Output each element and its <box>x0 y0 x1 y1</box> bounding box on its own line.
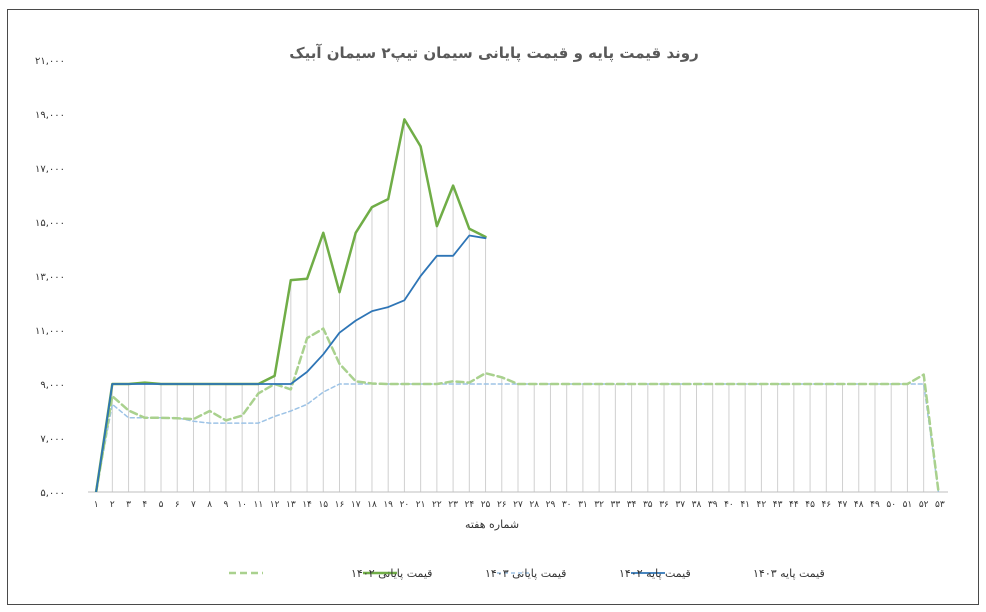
legend-label-3: قیمت پایه ۱۴۰۲ <box>619 567 691 580</box>
x-tick-label: ۴۱ <box>740 500 750 510</box>
y-tick-label: ۹,۰۰۰ <box>40 380 65 391</box>
x-tick-label: ۴۸ <box>854 500 864 510</box>
x-tick-label: ۱۵ <box>318 500 328 510</box>
line-chart: روند قیمت پایه و قیمت پایانی سیمان تیپ۲ … <box>35 44 948 580</box>
y-axis: ۵,۰۰۰ ۷,۰۰۰ ۹,۰۰۰ ۱۱,۰۰۰ ۱۳,۰۰۰ ۱۵,۰۰۰ ۱۷,۰۰۰ ۱… <box>35 56 65 499</box>
series-line-4 <box>95 234 487 492</box>
y-tick-label: ۱۵,۰۰۰ <box>35 218 65 229</box>
x-tick-label: ۱۸ <box>367 500 377 510</box>
x-tick-label: ۳۹ <box>708 500 718 510</box>
x-tick-label: ۱۷ <box>351 500 361 510</box>
y-tick-label: ۱۷,۰۰۰ <box>35 164 65 175</box>
chart-title: روند قیمت پایه و قیمت پایانی سیمان تیپ۲ … <box>289 44 698 63</box>
x-tick-label: ۳ <box>126 500 131 510</box>
x-tick-label: ۵۱ <box>903 500 913 510</box>
legend-label-4: قیمت پایه ۱۴۰۳ <box>753 567 825 580</box>
y-tick-label: ۱۳,۰۰۰ <box>35 272 65 283</box>
x-tick-label: ۱۳ <box>286 500 296 510</box>
x-tick-label: ۴۷ <box>838 500 848 510</box>
x-tick-label: ۲۴ <box>464 500 474 510</box>
x-tick-label: ۵ <box>159 500 164 510</box>
x-tick-label: ۴۴ <box>789 500 799 510</box>
x-tick-label: ۵۲ <box>919 500 929 510</box>
x-tick-label: ۱ <box>94 500 99 510</box>
x-tick-label: ۲۲ <box>432 500 442 510</box>
legend: قیمت پایه ۱۴۰۳ قیمت پایه ۱۴۰۲ قیمت پایانی … <box>229 567 825 580</box>
x-tick-label: ۲۰ <box>400 500 410 510</box>
legend-label-1: قیمت پایانی ۱۴۰۲ <box>351 567 432 580</box>
x-tick-label: ۴۹ <box>870 500 880 510</box>
series-lines <box>94 118 940 492</box>
x-tick-label: ۳۲ <box>594 500 604 510</box>
x-tick-label: ۴۲ <box>757 500 767 510</box>
x-axis-label: شماره هفته <box>465 518 519 531</box>
vertical-grid <box>111 119 925 492</box>
x-tick-label: ۳۶ <box>659 500 669 510</box>
x-tick-label: ۳۴ <box>627 500 637 510</box>
x-tick-label: ۳۳ <box>611 500 621 510</box>
legend-label-2: قیمت پایانی ۱۴۰۳ <box>485 567 566 580</box>
x-tick-label: ۱۱ <box>254 500 264 510</box>
y-tick-label: ۱۹,۰۰۰ <box>35 110 65 121</box>
x-tick-label: ۲۱ <box>416 500 426 510</box>
x-tick-label: ۲۹ <box>546 500 556 510</box>
y-tick-label: ۵,۰۰۰ <box>40 488 65 499</box>
x-tick-label: ۳۵ <box>643 500 653 510</box>
x-tick-label: ۸ <box>207 500 212 510</box>
x-tick-label: ۱۰ <box>237 500 247 510</box>
x-tick-label: ۱۶ <box>335 500 345 510</box>
x-tick-label: ۲۵ <box>481 500 491 510</box>
x-tick-label: ۴۵ <box>805 500 815 510</box>
series-line-1 <box>94 327 940 492</box>
x-tick-label: ۲۳ <box>448 500 458 510</box>
x-tick-label: ۱۲ <box>270 500 280 510</box>
y-tick-label: ۷,۰۰۰ <box>40 434 65 445</box>
x-tick-label: ۴۶ <box>821 500 831 510</box>
x-tick-label: ۲۶ <box>497 500 507 510</box>
x-tick-label: ۷ <box>191 500 196 510</box>
chart-frame: روند قیمت پایه و قیمت پایانی سیمان تیپ۲ … <box>7 9 979 605</box>
x-tick-label: ۳۰ <box>562 500 572 510</box>
x-tick-label: ۳۸ <box>692 500 702 510</box>
x-tick-label: ۲۸ <box>529 500 539 510</box>
x-tick-label: ۵۳ <box>935 500 945 510</box>
x-tick-label: ۴ <box>142 500 147 510</box>
x-tick-label: ۲۷ <box>513 500 523 510</box>
x-tick-label: ۹ <box>224 500 229 510</box>
x-tick-label: ۴۰ <box>724 500 734 510</box>
x-tick-label: ۱۹ <box>383 500 393 510</box>
y-tick-label: ۲۱,۰۰۰ <box>35 56 65 67</box>
x-tick-label: ۵۰ <box>886 500 896 510</box>
x-axis: ۱ ۲ ۳ ۴ ۵ ۶ ۷ ۸ ۹ ۱۰ ۱۱ ۱۲ ۱۳ ۱۴ ۱۵ ۱۶ ۱۷ ۱۸ ۱۹ ۲۰ ۲۱ ۲۲ ۲۳ ۲۴ ۲… <box>88 491 948 510</box>
x-tick-label: ۳۷ <box>675 500 685 510</box>
x-tick-label: ۳۱ <box>578 500 588 510</box>
x-tick-label: ۶ <box>175 500 180 510</box>
y-tick-label: ۱۱,۰۰۰ <box>35 326 65 337</box>
x-tick-label: ۱۴ <box>302 500 312 510</box>
x-tick-label: ۴۳ <box>773 500 783 510</box>
x-tick-label: ۲ <box>110 500 115 510</box>
